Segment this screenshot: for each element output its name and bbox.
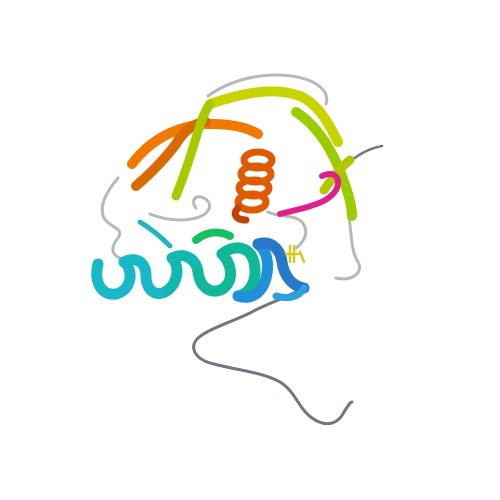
segment-green bbox=[192, 228, 234, 244]
strand-orange-upper bbox=[127, 119, 263, 169]
helix-orange bbox=[231, 148, 276, 224]
strand-yellow-right bbox=[319, 155, 355, 195]
coil-tail bbox=[192, 288, 354, 426]
turn-blue bbox=[272, 284, 308, 302]
helix-cyan-teal bbox=[91, 237, 310, 303]
strand-lime-outer bbox=[291, 107, 357, 221]
ligand-sticks bbox=[284, 244, 306, 264]
strand-yellow-top bbox=[205, 86, 343, 147]
loop-magenta bbox=[277, 170, 342, 217]
coil-upper-right bbox=[350, 144, 384, 162]
coil-left bbox=[100, 176, 122, 260]
coil-right bbox=[334, 210, 361, 281]
coil-top-arc bbox=[206, 73, 329, 106]
strand-lime-mid bbox=[171, 99, 215, 201]
coil-middle bbox=[148, 195, 212, 222]
loop-teal bbox=[137, 219, 173, 249]
ribbon-structure bbox=[91, 73, 384, 426]
